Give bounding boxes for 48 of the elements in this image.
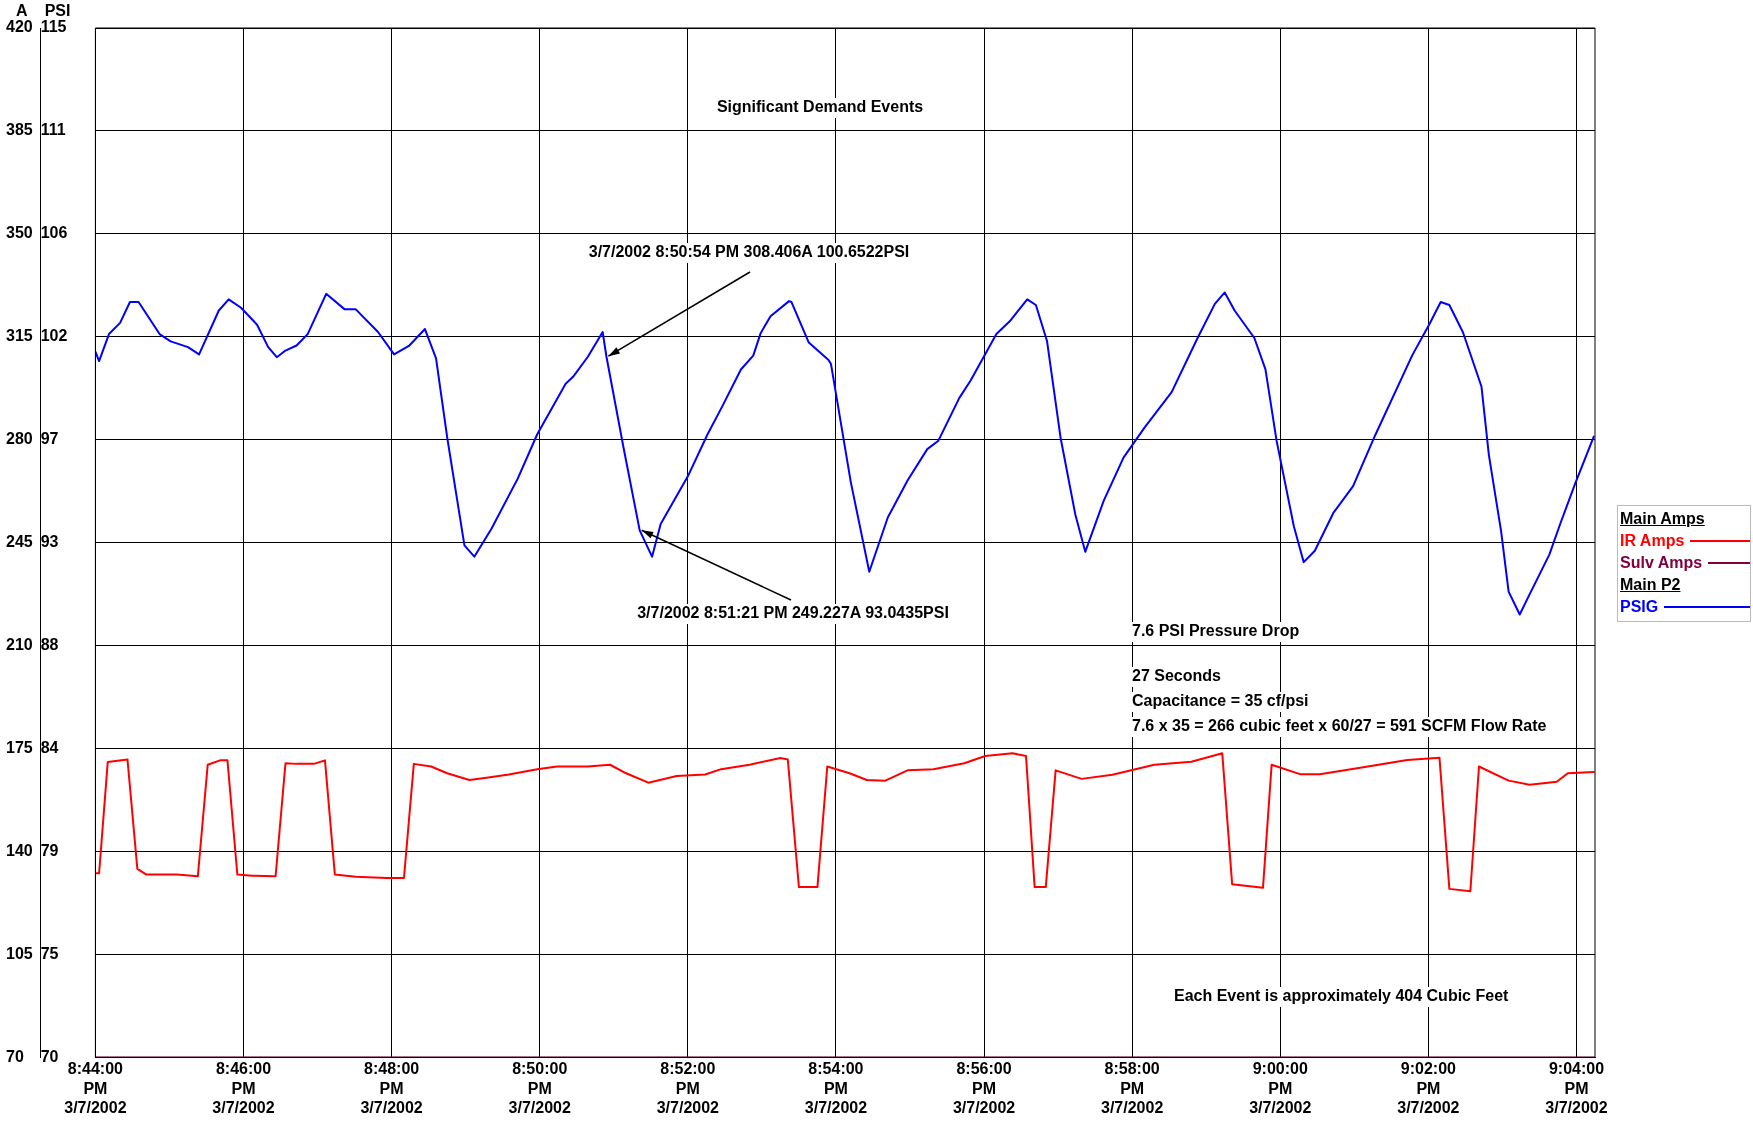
y-tick-label: 105 xyxy=(6,944,33,962)
annotation: 7.6 PSI Pressure Drop xyxy=(1132,622,1300,640)
x-tick-label: 8:54:00 PM 3/7/2002 xyxy=(804,1060,868,1116)
x-tick-label: 8:48:00 PM 3/7/2002 xyxy=(360,1060,423,1116)
y-axis-title: A xyxy=(16,2,28,20)
text: Significant Demand Events xyxy=(716,98,924,116)
annotation: Capacitance = 35 cf/psi xyxy=(1132,692,1309,710)
annotation: 7.6 x 35 = 266 cubic feet x 60/27 = 591 SCFM Flow Rate xyxy=(1132,717,1547,735)
y-tick-label: 385 xyxy=(6,121,33,139)
y-tick-label: 420 xyxy=(6,18,33,36)
y2-tick-label: 106 xyxy=(40,224,68,242)
x-tick-label: 8:46:00 PM 3/7/2002 xyxy=(212,1060,275,1116)
y2-tick-label: 84 xyxy=(40,738,59,756)
y2-tick-label: 115 xyxy=(40,18,67,36)
y2-tick-label: 93 xyxy=(40,533,59,551)
x-tick-label: 8:44:00 PM 3/7/2002 xyxy=(64,1060,127,1116)
y2-tick-label: 79 xyxy=(40,841,59,859)
x-tick-label: 9:00:00 PM 3/7/2002 xyxy=(1249,1060,1312,1116)
y2-tick-label: 75 xyxy=(40,944,59,962)
y2-tick-label: 88 xyxy=(40,636,59,654)
x-tick-label: 8:56:00 PM 3/7/2002 xyxy=(952,1060,1016,1116)
legend-label: IR Amps xyxy=(1620,531,1685,551)
y-tick-label: 350 xyxy=(6,224,33,242)
legend-label: Sulv Amps xyxy=(1620,553,1703,573)
y2-tick-label: 97 xyxy=(40,430,59,448)
annotation: 27 Seconds xyxy=(1132,667,1222,685)
text: Main P2 xyxy=(1620,575,1682,595)
x-tick-label: 9:02:00 PM 3/7/2002 xyxy=(1397,1060,1460,1116)
y2-tick-label: 70 xyxy=(40,1047,59,1065)
annotation: 3/7/2002 8:50:54 PM 308.406A 100.6522PSI xyxy=(588,243,910,261)
annotation: 3/7/2002 8:51:21 PM 249.227A 93.0435PSI xyxy=(637,604,949,622)
x-tick-label: 8:58:00 PM 3/7/2002 xyxy=(1101,1060,1164,1116)
y2-tick-label: 111 xyxy=(40,121,66,139)
y-tick-label: 210 xyxy=(6,636,33,654)
y2-tick-label: 102 xyxy=(40,327,68,345)
x-tick-label: 9:04:00 PM 3/7/2002 xyxy=(1545,1060,1608,1116)
x-tick-label: 8:50:00 PM 3/7/2002 xyxy=(508,1060,571,1116)
annotation: Each Event is approximately 404 Cubic Feet xyxy=(1174,987,1510,1005)
y-tick-label: 140 xyxy=(6,841,33,859)
text: Main Amps xyxy=(1620,509,1706,529)
x-tick-label: 8:52:00 PM 3/7/2002 xyxy=(656,1060,720,1116)
text: PSIG xyxy=(1620,597,1659,617)
y-tick-label: 280 xyxy=(6,430,33,448)
y-tick-label: 70 xyxy=(6,1047,24,1065)
y-tick-label: 245 xyxy=(6,533,33,551)
y2-axis-title: PSI xyxy=(44,2,71,20)
y-tick-label: 175 xyxy=(6,738,33,756)
y-tick-label: 315 xyxy=(6,327,33,345)
